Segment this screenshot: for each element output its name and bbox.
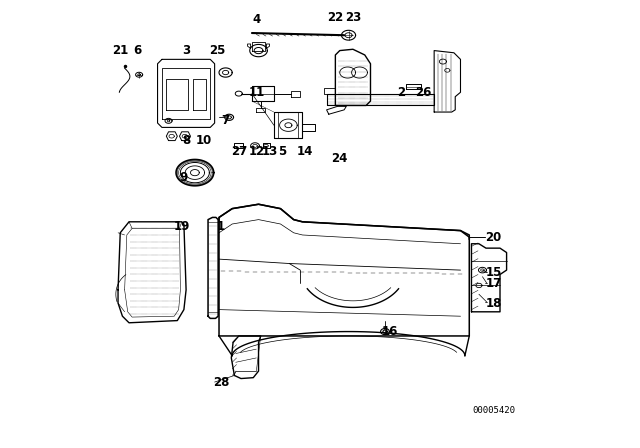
Text: 21: 21 — [112, 44, 129, 57]
Text: 3: 3 — [182, 44, 190, 57]
Text: 5: 5 — [278, 145, 287, 158]
Text: 10: 10 — [196, 134, 212, 147]
Text: 27: 27 — [230, 145, 247, 158]
Text: 22: 22 — [327, 11, 344, 24]
Text: 17: 17 — [485, 277, 502, 290]
Text: 14: 14 — [296, 145, 313, 158]
Text: 13: 13 — [261, 145, 278, 158]
Text: 6: 6 — [134, 44, 142, 57]
Text: 12: 12 — [248, 145, 264, 158]
Text: 11: 11 — [248, 86, 264, 99]
Text: 24: 24 — [332, 151, 348, 165]
Text: 18: 18 — [485, 297, 502, 310]
Text: 23: 23 — [345, 11, 361, 24]
Text: 15: 15 — [485, 266, 502, 279]
Text: 4: 4 — [252, 13, 260, 26]
Text: 19: 19 — [173, 220, 190, 233]
Text: 9: 9 — [180, 172, 188, 185]
Text: 16: 16 — [382, 325, 399, 338]
Text: 7: 7 — [221, 114, 230, 127]
Text: 00005420: 00005420 — [472, 406, 515, 415]
Text: 20: 20 — [485, 231, 502, 244]
Text: 25: 25 — [209, 44, 225, 57]
Text: 28: 28 — [213, 375, 229, 388]
Text: 2: 2 — [397, 86, 405, 99]
Text: 26: 26 — [415, 86, 431, 99]
Text: 8: 8 — [182, 134, 190, 147]
Text: 1: 1 — [217, 220, 225, 233]
